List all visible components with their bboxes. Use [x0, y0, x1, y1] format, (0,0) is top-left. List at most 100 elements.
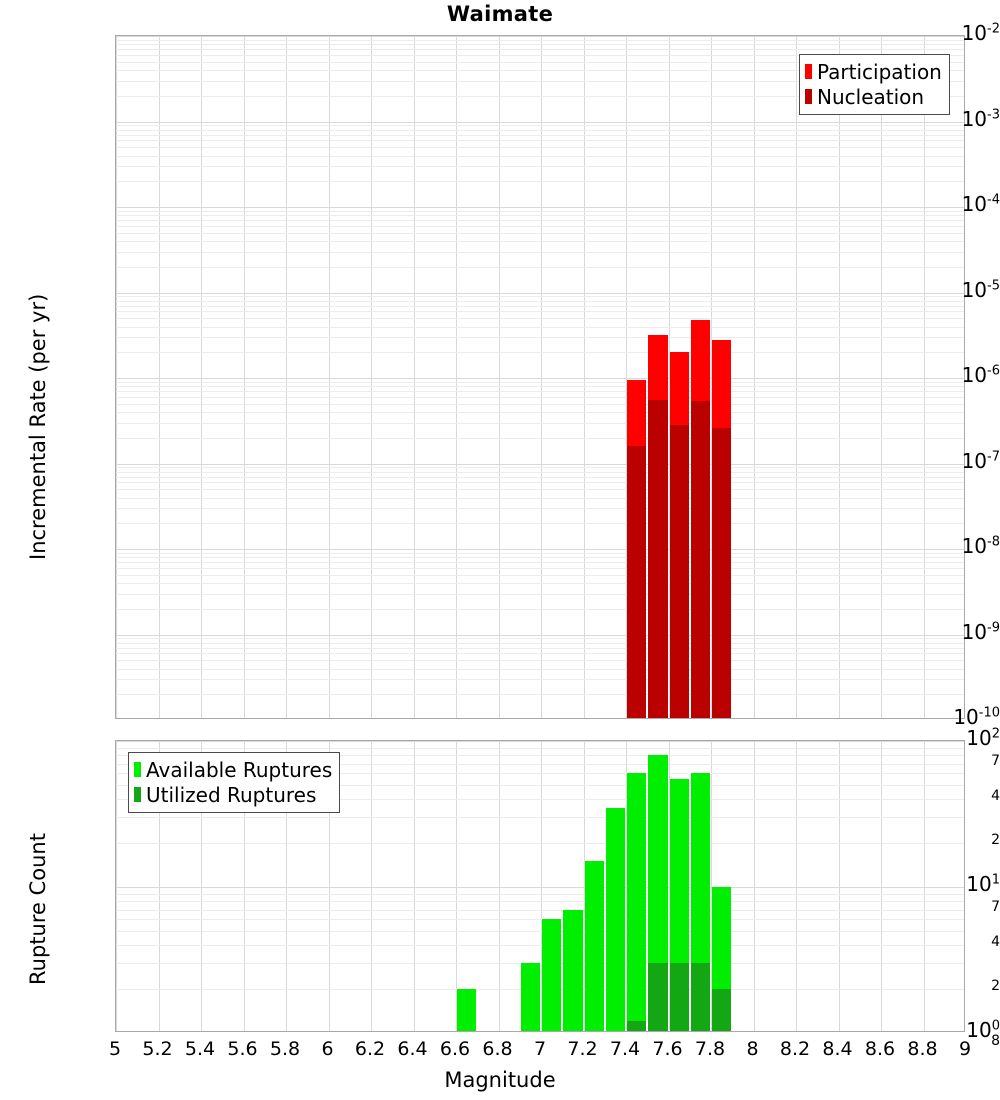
- gridline-horizontal-minor: [116, 49, 964, 51]
- gridline-horizontal-minor: [116, 747, 964, 749]
- available-ruptures-swatch-icon: [134, 762, 141, 777]
- gridline-vertical: [541, 741, 542, 1031]
- bars-incremental-rate: [116, 36, 964, 718]
- y-axis-minor-tick-label: 7: [991, 898, 1000, 915]
- gridline-horizontal-minor: [116, 919, 964, 921]
- x-axis-title: Magnitude: [444, 1068, 556, 1092]
- gridline-horizontal-major: [116, 292, 964, 294]
- y-axis-minor-tick-label: 7: [991, 752, 1000, 769]
- gridline-vertical: [668, 36, 670, 718]
- x-axis-tick-label: 5.6: [227, 1038, 258, 1060]
- legend-item-participation[interactable]: Participation: [805, 59, 942, 84]
- gridline-horizontal-minor: [116, 166, 964, 168]
- gridline-vertical: [328, 36, 330, 718]
- gridline-horizontal-minor: [116, 352, 964, 354]
- gridline-horizontal-minor: [116, 508, 964, 510]
- y-axis-tick-label: 101: [966, 872, 1000, 896]
- gridline-horizontal-minor: [116, 945, 964, 947]
- gridline-vertical: [881, 36, 882, 718]
- gridline-vertical: [711, 36, 712, 718]
- gridline-vertical: [158, 741, 160, 1031]
- x-axis-tick-label: 5.4: [184, 1038, 216, 1060]
- y-axis-tick-label: 10-9: [961, 619, 1000, 644]
- gridline-horizontal-minor: [116, 893, 964, 895]
- gridline-horizontal-minor: [116, 80, 964, 82]
- gridline-horizontal-minor: [116, 412, 964, 414]
- gridline-horizontal-minor: [116, 125, 964, 127]
- bar-available-ruptures: [520, 963, 540, 1031]
- gridline-vertical: [626, 36, 627, 718]
- gridline-vertical: [583, 36, 585, 718]
- y-axis-tick-label: 10-2: [961, 21, 1000, 45]
- gridline-vertical: [286, 741, 287, 1031]
- bar-available-ruptures: [457, 989, 477, 1031]
- gridline-horizontal-minor: [116, 552, 964, 554]
- gridline-horizontal-minor: [116, 497, 964, 499]
- x-axis-tick-label: 8.8: [907, 1038, 938, 1060]
- gridline-horizontal-minor: [116, 220, 964, 222]
- gridline-horizontal-major: [116, 121, 964, 123]
- y-axis-title-bottom: Rupture Count: [26, 833, 50, 985]
- y-axis-tick-label: 10-7: [961, 448, 1000, 473]
- gridline-horizontal-minor: [116, 225, 964, 227]
- legend-item-available-ruptures[interactable]: Available Ruptures: [134, 757, 332, 782]
- participation-swatch-icon: [805, 64, 812, 79]
- gridline-horizontal-minor: [116, 642, 964, 644]
- gridline-horizontal-minor: [116, 638, 964, 640]
- gridline-horizontal-minor: [116, 523, 964, 525]
- gridline-vertical: [668, 741, 670, 1031]
- gridline-vertical: [583, 741, 585, 1031]
- gridline-horizontal-minor: [116, 70, 964, 72]
- page-title: Waimate: [446, 2, 554, 26]
- bar-nucleation: [669, 425, 689, 718]
- legend-label-available-ruptures: Available Ruptures: [146, 757, 333, 782]
- gridline-vertical: [413, 741, 415, 1031]
- gridline-vertical: [201, 36, 202, 718]
- gridline-vertical: [286, 36, 287, 718]
- legend-item-nucleation[interactable]: Nucleation: [805, 84, 942, 109]
- gridline-horizontal-major: [116, 463, 964, 465]
- gridline-vertical: [328, 741, 330, 1031]
- gridline-horizontal-minor: [116, 251, 964, 253]
- bar-utilized-ruptures: [712, 989, 732, 1031]
- gridline-vertical: [753, 36, 755, 718]
- gridline-horizontal-major: [116, 207, 964, 208]
- x-axis-tick-label: 7.2: [567, 1038, 598, 1060]
- grid-bottom: [116, 741, 964, 1031]
- x-axis-tick-label: 6.4: [397, 1038, 428, 1060]
- gridline-horizontal-minor: [116, 155, 964, 157]
- gridline-vertical: [201, 741, 202, 1031]
- utilized-ruptures-swatch-icon: [134, 787, 141, 802]
- bar-utilized-ruptures: [627, 1021, 647, 1031]
- y-axis-minor-tick-label: 8: [991, 1033, 1000, 1049]
- gridline-horizontal-minor: [116, 326, 964, 328]
- gridline-horizontal-minor: [116, 129, 964, 131]
- legend-incremental-rate: Participation Nucleation: [799, 54, 950, 115]
- gridline-horizontal-minor: [116, 608, 964, 610]
- gridline-horizontal-minor: [116, 44, 964, 46]
- legend-item-utilized-ruptures[interactable]: Utilized Ruptures: [134, 782, 332, 807]
- x-axis-tick-label: 5.2: [142, 1038, 173, 1060]
- gridline-horizontal-major: [116, 887, 964, 888]
- gridline-vertical: [243, 36, 245, 718]
- gridline-vertical: [498, 741, 500, 1031]
- x-axis-tick-label: 7.4: [609, 1038, 641, 1060]
- gridline-horizontal-minor: [116, 266, 964, 268]
- bar-nucleation: [648, 399, 668, 718]
- x-axis-tick-label: 6.2: [354, 1038, 386, 1060]
- gridline-horizontal-minor: [116, 147, 964, 149]
- gridline-vertical: [541, 36, 542, 718]
- y-axis-minor-tick-label: 2: [991, 978, 1000, 995]
- x-axis-tick-label: 7: [533, 1038, 547, 1060]
- y-axis-minor-tick-label: 2: [991, 832, 1000, 849]
- bar-nucleation: [627, 446, 647, 718]
- bar-utilized-ruptures: [669, 963, 689, 1031]
- gridline-horizontal-minor: [116, 901, 964, 903]
- bar-utilized-ruptures: [648, 963, 668, 1031]
- gridline-horizontal-minor: [116, 482, 964, 484]
- gridline-horizontal-minor: [116, 300, 964, 302]
- x-axis-tick-label: 8: [746, 1038, 759, 1060]
- y-axis-tick-label: 10-6: [961, 363, 1000, 387]
- y-axis-title-top: Incremental Rate (per yr): [26, 293, 50, 560]
